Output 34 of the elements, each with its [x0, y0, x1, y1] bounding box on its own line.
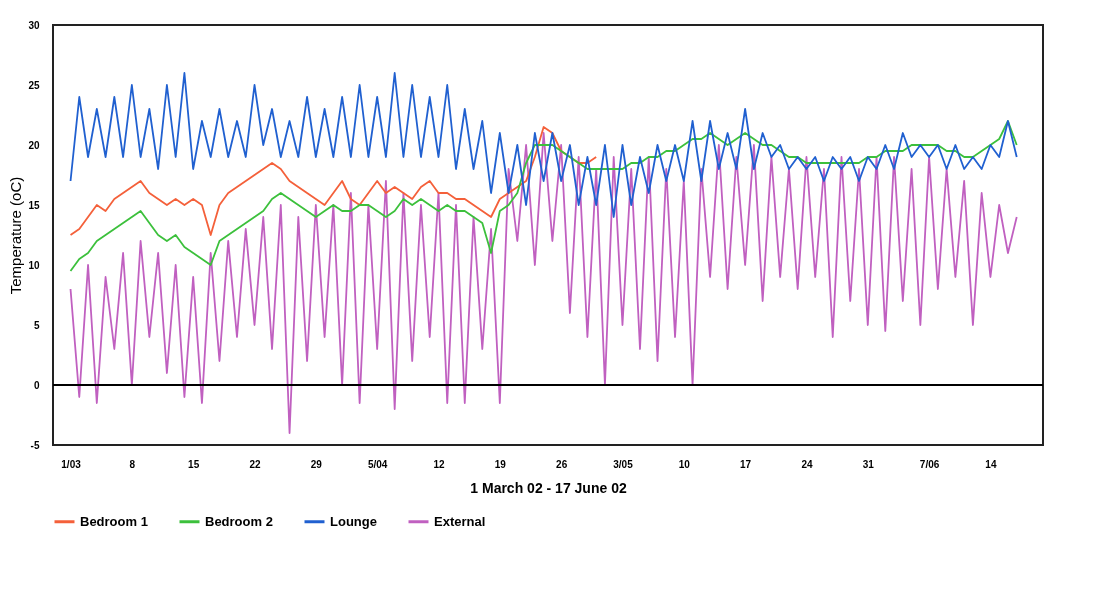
- x-tick-label: 19: [494, 458, 507, 470]
- y-tick-label: 25: [28, 79, 40, 91]
- x-tick-label: 15: [188, 458, 200, 470]
- x-tick-label: 24: [801, 458, 813, 470]
- y-tick-label: -5: [30, 439, 40, 451]
- x-tick-label: 31: [862, 458, 875, 470]
- x-tick-label: 14: [985, 458, 997, 470]
- x-tick-label: 29: [310, 458, 323, 470]
- x-tick-label: 5/04: [367, 458, 388, 470]
- y-tick-label: 5: [33, 319, 40, 331]
- x-tick-label: 7/06: [919, 458, 940, 470]
- line-series: [69, 120, 1018, 272]
- x-tick-label: 26: [556, 458, 568, 470]
- y-tick-label: 10: [28, 259, 40, 271]
- y-axis-title: Temperature (oC): [7, 176, 25, 295]
- x-tick-label: 22: [249, 458, 261, 470]
- y-tick-label: 20: [28, 139, 40, 151]
- legend-label: Bedroom 2: [205, 513, 273, 529]
- legend-label: Lounge: [330, 513, 377, 529]
- legend-label: Bedroom 1: [80, 513, 148, 529]
- x-tick-label: 3/05: [613, 458, 634, 470]
- x-axis-title: 1 March 02 - 17 June 02: [470, 479, 627, 496]
- x-tick-label: 8: [129, 458, 136, 470]
- y-tick-label: 0: [33, 379, 40, 391]
- y-tick-label: 15: [28, 199, 40, 211]
- legend-label: External: [434, 513, 486, 529]
- x-tick-label: 17: [740, 458, 752, 470]
- x-tick-label: 1/03: [61, 458, 82, 470]
- line-series: [69, 132, 1018, 434]
- x-tick-label: 12: [433, 458, 445, 470]
- line-series: [69, 126, 598, 236]
- line-series: [69, 72, 1018, 218]
- x-tick-label: 10: [678, 458, 691, 470]
- y-tick-label: 30: [28, 19, 40, 31]
